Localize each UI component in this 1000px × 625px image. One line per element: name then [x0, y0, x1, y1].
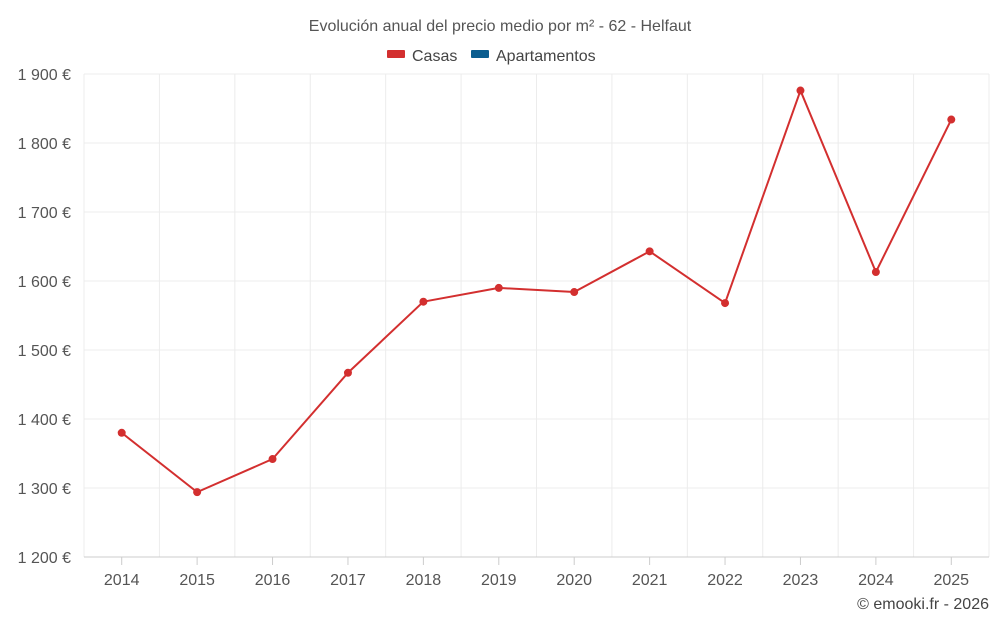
y-tick-label: 1 600 € — [18, 274, 71, 291]
credit-text: © emooki.fr - 2026 — [857, 596, 989, 613]
data-point-casas[interactable] — [871, 268, 880, 277]
x-tick-label: 2023 — [783, 572, 819, 589]
legend-swatch-casas — [387, 50, 405, 58]
x-tick-label: 2018 — [406, 572, 442, 589]
y-tick-label: 1 500 € — [18, 343, 71, 360]
data-point-casas[interactable] — [721, 299, 730, 308]
x-tick-label: 2025 — [933, 572, 969, 589]
y-tick-label: 1 700 € — [18, 205, 71, 222]
legend-item-apartamentos[interactable]: Apartamentos — [471, 48, 596, 65]
legend-label-apartamentos: Apartamentos — [496, 48, 596, 65]
data-point-casas[interactable] — [117, 428, 126, 437]
y-tick-label: 1 300 € — [18, 481, 71, 498]
legend: Casas Apartamentos — [387, 48, 596, 65]
data-point-casas[interactable] — [494, 283, 503, 292]
y-tick-label: 1 200 € — [18, 550, 71, 567]
gridlines — [83, 73, 990, 557]
data-point-casas[interactable] — [796, 86, 805, 95]
x-tick-label: 2014 — [104, 572, 140, 589]
x-tick-label: 2016 — [255, 572, 291, 589]
data-point-casas[interactable] — [947, 115, 956, 124]
y-tick-label: 1 900 € — [18, 67, 71, 84]
x-tick-label: 2017 — [330, 572, 366, 589]
x-tick-label: 2019 — [481, 572, 517, 589]
y-tick-label: 1 400 € — [18, 412, 71, 429]
x-tick-label: 2021 — [632, 572, 668, 589]
data-point-casas[interactable] — [193, 488, 202, 497]
x-axis: 2014 2015 2016 2017 2018 2019 2020 2021 2022 2023… — [84, 556, 989, 589]
x-tick-label: 2020 — [556, 572, 592, 589]
chart-title: Evolución anual del precio medio por m² … — [309, 18, 692, 35]
legend-swatch-apartamentos — [471, 50, 489, 58]
y-axis: 1 200 € 1 300 € 1 400 € 1 500 € 1 600 € 1 700… — [18, 67, 71, 567]
y-tick-label: 1 800 € — [18, 136, 71, 153]
x-tick-label: 2024 — [858, 572, 894, 589]
data-point-casas[interactable] — [268, 455, 277, 464]
legend-item-casas[interactable]: Casas — [387, 48, 457, 65]
data-point-casas[interactable] — [419, 297, 428, 306]
data-point-casas[interactable] — [645, 247, 654, 256]
data-series — [117, 86, 956, 497]
legend-label-casas: Casas — [412, 48, 457, 65]
x-tick-label: 2022 — [707, 572, 743, 589]
x-tick-label: 2015 — [179, 572, 215, 589]
data-point-casas[interactable] — [570, 288, 579, 297]
data-point-casas[interactable] — [343, 368, 352, 377]
series-line-casas — [121, 89, 953, 494]
